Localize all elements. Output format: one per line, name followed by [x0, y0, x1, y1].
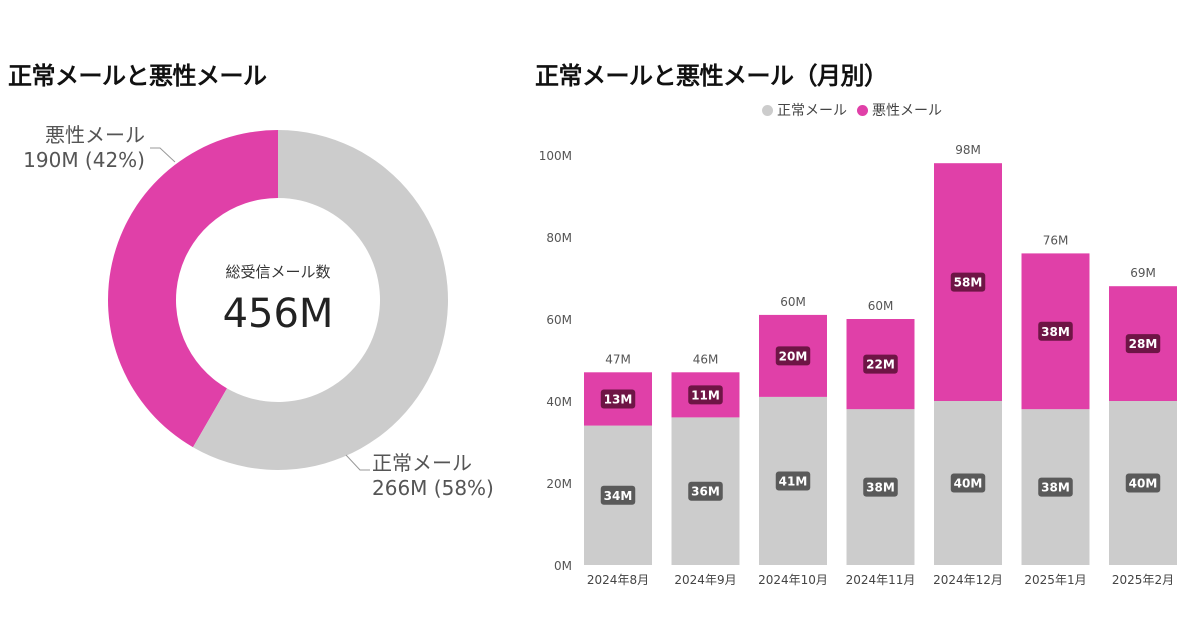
donut-center-label: 総受信メール数 [225, 263, 330, 281]
data-label-malicious-bg [775, 346, 811, 366]
donut-value-malicious: 190M (42%) [23, 148, 145, 172]
data-label-total: 46M [693, 352, 719, 366]
data-label-normal-bg [775, 471, 811, 491]
data-label-malicious-bg [688, 385, 723, 405]
data-label-normal: 34M [604, 489, 633, 503]
data-label-malicious-bg [1125, 334, 1161, 354]
data-label-normal: 41M [779, 474, 808, 488]
data-label-malicious-bg [950, 272, 986, 292]
data-label-malicious: 20M [779, 349, 808, 363]
data-label-malicious: 13M [604, 392, 633, 406]
data-label-normal-bg [863, 477, 898, 497]
donut-center-value: 456M [223, 291, 334, 337]
data-label-malicious: 38M [1041, 325, 1070, 339]
data-label-normal: 40M [1129, 477, 1158, 491]
donut-value-normal: 266M (58%) [372, 476, 494, 500]
data-label-normal-bg [600, 485, 636, 505]
y-tick-label: 100M [539, 149, 572, 163]
data-label-total: 98M [955, 143, 981, 157]
donut-chart-title: 正常メールと悪性メール [8, 62, 267, 90]
legend-label-normal: 正常メール [777, 103, 847, 119]
y-tick-label: 40M [546, 395, 572, 409]
data-label-normal: 36M [691, 485, 720, 499]
data-label-total: 47M [605, 352, 631, 366]
data-label-normal: 38M [866, 481, 895, 495]
x-tick-label: 2024年10月 [758, 573, 828, 587]
leader-line-normal [345, 454, 370, 471]
x-tick-label: 2024年9月 [674, 573, 736, 587]
data-label-malicious-bg [600, 389, 636, 409]
data-label-total: 76M [1043, 233, 1069, 247]
data-label-malicious-bg [1038, 321, 1073, 341]
data-label-normal-bg [950, 473, 986, 493]
x-tick-label: 2025年1月 [1024, 573, 1086, 587]
y-tick-label: 0M [554, 559, 572, 573]
donut-slice-malicious [108, 130, 279, 448]
x-tick-label: 2025年2月 [1112, 573, 1174, 587]
legend-swatch-normal [762, 104, 773, 116]
bar-chart-title: 正常メールと悪性メール（月別） [535, 62, 888, 90]
data-label-normal-bg [1125, 473, 1161, 493]
legend-item-normal[interactable]: 正常メール [762, 100, 847, 120]
donut-slice-normal [193, 130, 449, 470]
y-tick-label: 80M [546, 231, 572, 245]
data-label-normal-bg [1038, 477, 1073, 497]
bar-chart-legend: 正常メール 悪性メール [762, 100, 942, 120]
y-tick-label: 60M [546, 313, 572, 327]
data-label-total: 60M [868, 299, 894, 313]
data-label-total: 60M [780, 295, 806, 309]
y-tick-label: 20M [546, 477, 572, 491]
data-label-total: 69M [1130, 266, 1156, 280]
data-label-malicious: 11M [691, 388, 720, 402]
x-tick-label: 2024年12月 [933, 573, 1003, 587]
donut-label-normal: 正常メール [372, 451, 472, 475]
data-label-malicious: 22M [866, 358, 895, 372]
x-tick-label: 2024年11月 [846, 573, 916, 587]
legend-label-malicious: 悪性メール [872, 103, 942, 119]
donut-label-malicious: 悪性メール [45, 123, 145, 147]
data-label-malicious: 28M [1129, 337, 1158, 351]
x-tick-label: 2024年8月 [587, 573, 649, 587]
data-label-normal: 38M [1041, 481, 1070, 495]
data-label-normal: 40M [954, 477, 983, 491]
legend-swatch-malicious [857, 104, 868, 116]
legend-item-malicious[interactable]: 悪性メール [857, 100, 942, 120]
data-label-malicious: 58M [954, 276, 983, 290]
data-label-malicious-bg [863, 354, 898, 374]
leader-line-malicious [150, 147, 176, 163]
data-label-normal-bg [688, 481, 723, 501]
